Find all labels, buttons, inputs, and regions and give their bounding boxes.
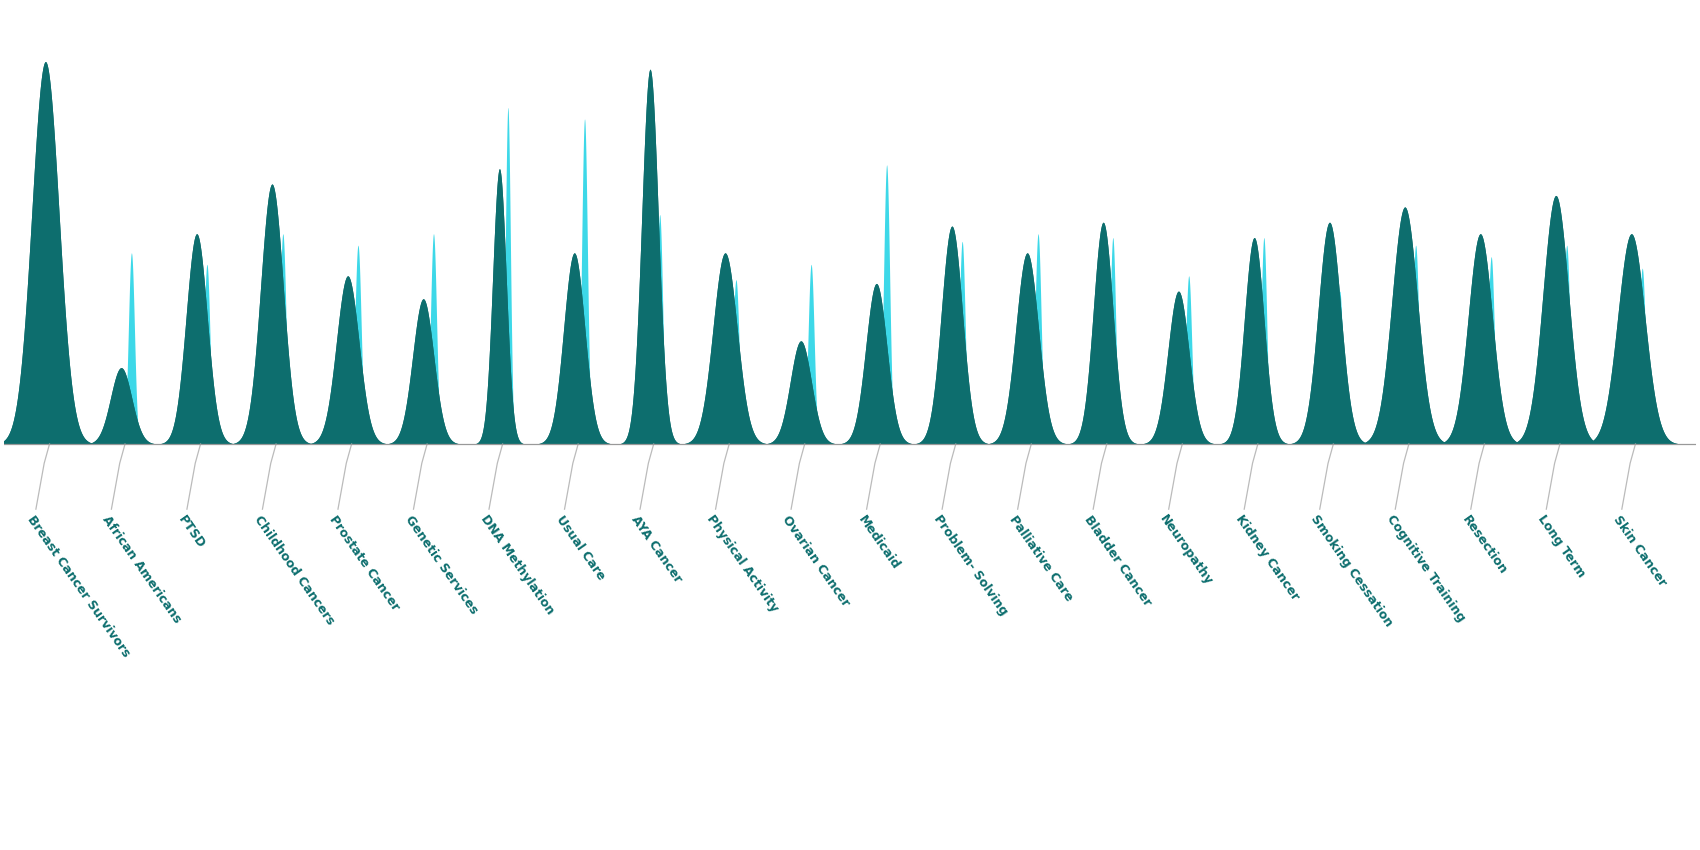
Text: Problem- Solving: Problem- Solving xyxy=(930,513,1010,618)
Text: Long Term: Long Term xyxy=(1535,513,1588,581)
Text: Neuropathy: Neuropathy xyxy=(1158,513,1216,588)
Text: AYA Cancer: AYA Cancer xyxy=(629,513,685,585)
Text: Usual Care: Usual Care xyxy=(552,513,607,582)
Text: Ovarian Cancer: Ovarian Cancer xyxy=(780,513,852,609)
Text: Kidney Cancer: Kidney Cancer xyxy=(1232,513,1302,604)
Text: African Americans: African Americans xyxy=(100,513,184,626)
Text: Prostate Cancer: Prostate Cancer xyxy=(326,513,401,613)
Text: Skin Cancer: Skin Cancer xyxy=(1610,513,1669,588)
Text: Smoking Cessation: Smoking Cessation xyxy=(1309,513,1396,630)
Text: Breast Cancer Survivors: Breast Cancer Survivors xyxy=(24,513,133,660)
Text: PTSD: PTSD xyxy=(175,513,207,551)
Text: Palliative Care: Palliative Care xyxy=(1006,513,1074,604)
Text: Cognitive Training: Cognitive Training xyxy=(1384,513,1467,625)
Text: DNA Methylation: DNA Methylation xyxy=(478,513,556,617)
Text: Physical Activity: Physical Activity xyxy=(704,513,780,615)
Text: Resection: Resection xyxy=(1459,513,1510,577)
Text: Genetic Services: Genetic Services xyxy=(403,513,479,616)
Text: Bladder Cancer: Bladder Cancer xyxy=(1081,513,1154,609)
Text: Childhood Cancers: Childhood Cancers xyxy=(252,513,337,627)
Text: Medicaid: Medicaid xyxy=(855,513,903,572)
